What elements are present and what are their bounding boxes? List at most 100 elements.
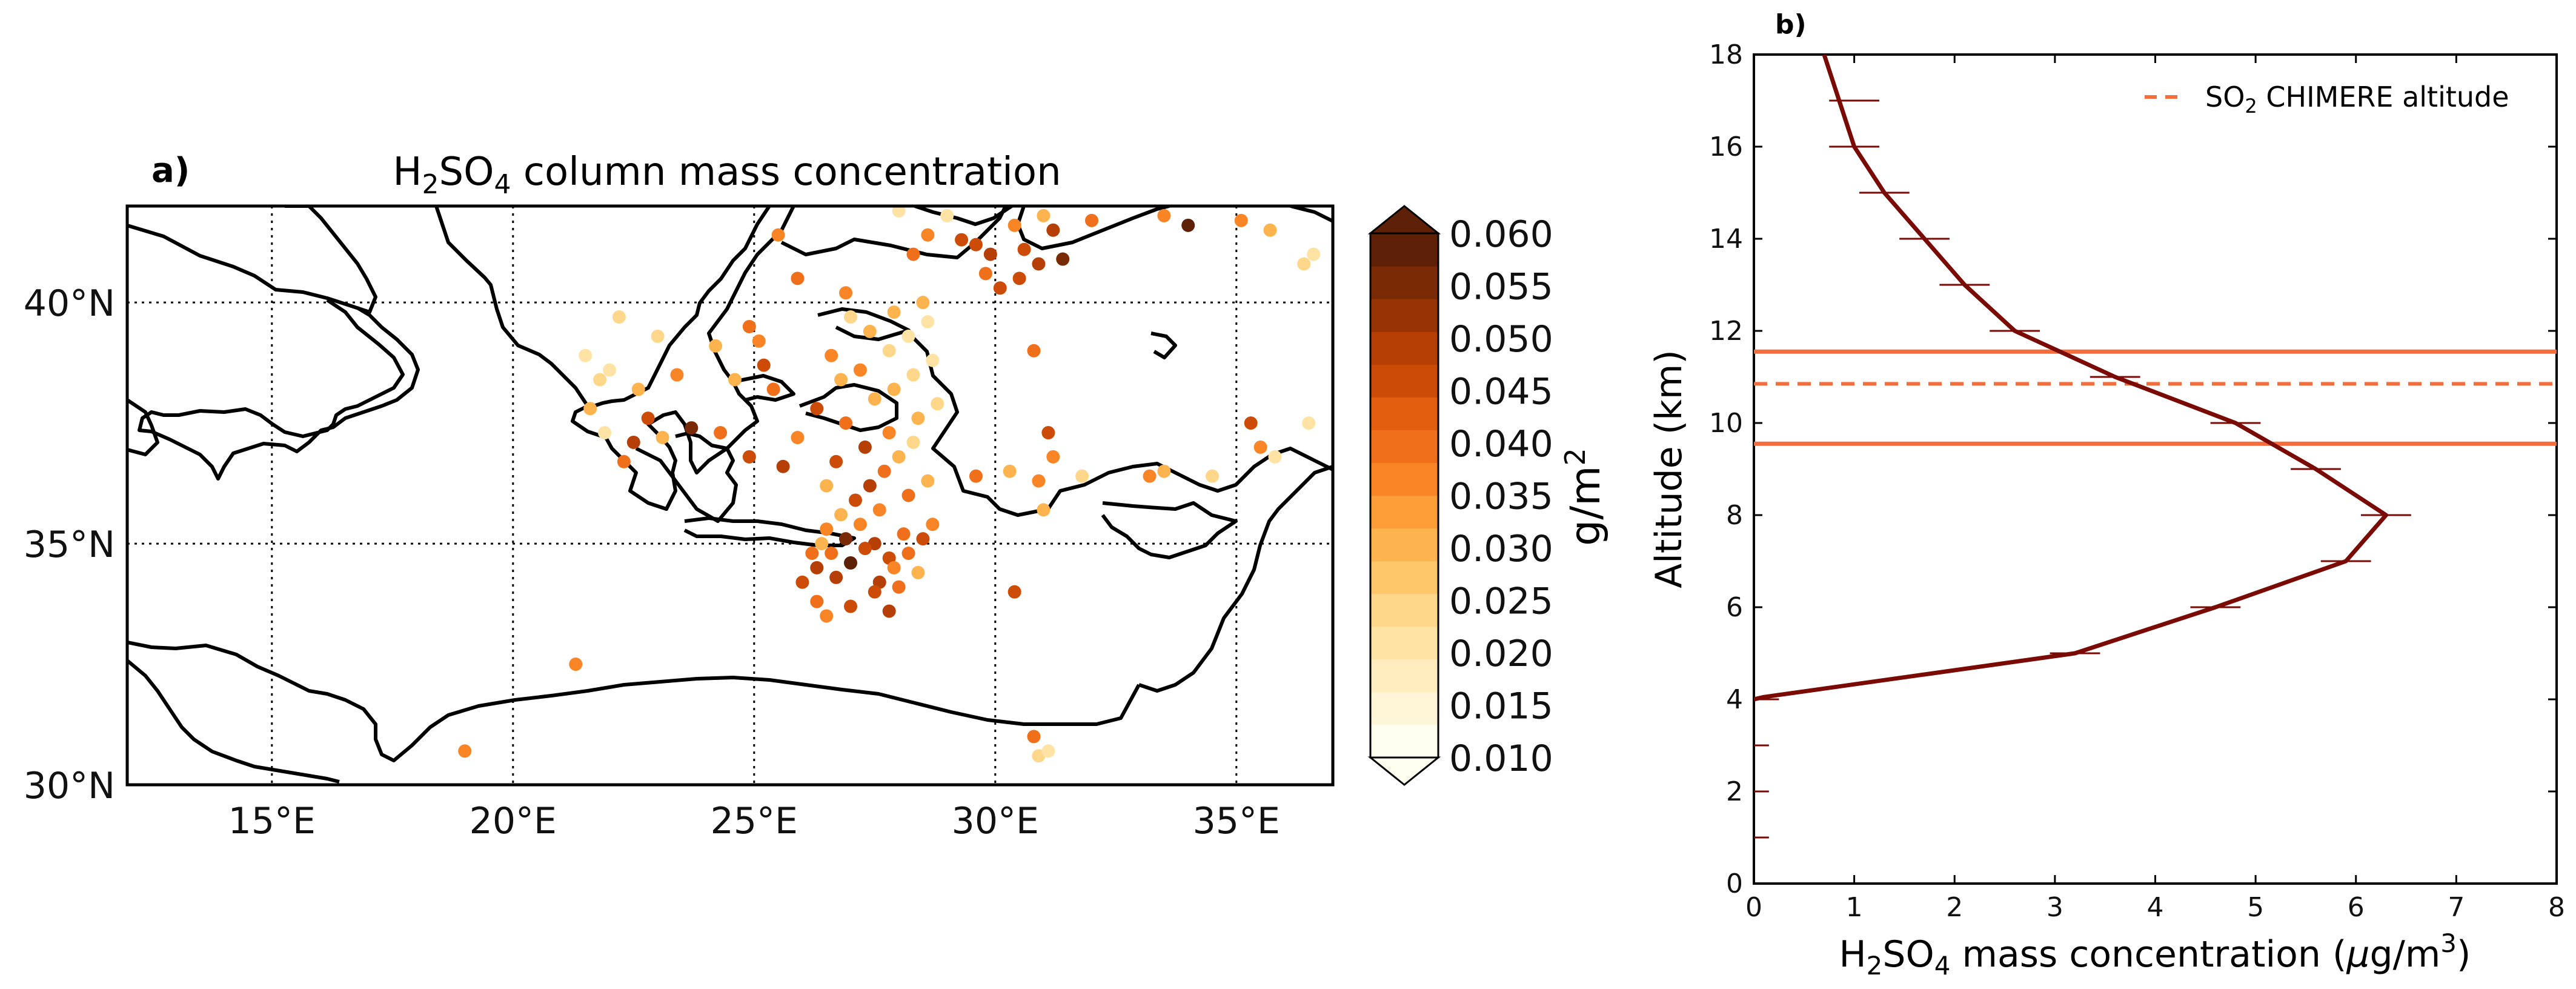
- scatter-point: [810, 561, 824, 574]
- profile-x-tick-label: 2: [1946, 892, 1963, 923]
- scatter-point: [955, 233, 969, 247]
- coastline-balkans: [571, 206, 795, 511]
- scatter-point: [1027, 344, 1041, 358]
- profile-y-tick-label: 6: [1726, 592, 1743, 623]
- map-x-tick-label: 15°E: [228, 800, 316, 842]
- colorbar-band: [1370, 233, 1438, 267]
- colorbar-band: [1370, 691, 1438, 725]
- colorbar-band: [1370, 266, 1438, 299]
- scatter-point: [1085, 213, 1098, 227]
- colorbar-band: [1370, 495, 1438, 529]
- scatter-point: [742, 319, 756, 333]
- scatter-point: [1003, 464, 1017, 478]
- coastlines: [127, 206, 1333, 784]
- profile-x-axis-label: H2SO4 mass concentration (μg/m3): [1839, 928, 2471, 981]
- scatter-point: [858, 440, 872, 454]
- colorbar-band: [1370, 593, 1438, 627]
- scatter-point: [882, 344, 896, 358]
- so2-altitude-lines: [1754, 349, 2557, 446]
- scatter-point: [791, 431, 805, 444]
- scatter-point: [1041, 426, 1055, 440]
- scatter-point: [926, 518, 940, 531]
- colorbar-extend-max: [1367, 205, 1441, 235]
- colorbar-tick-label: 0.060: [1449, 213, 1553, 256]
- scatter-point: [1032, 257, 1046, 271]
- scatter-point: [969, 469, 983, 483]
- colorbar-band: [1370, 364, 1438, 398]
- scatter-point: [795, 575, 809, 589]
- scatter-point: [978, 267, 992, 281]
- scatter-point: [815, 537, 829, 551]
- scatter-point: [810, 402, 824, 416]
- scatter-point: [921, 228, 935, 242]
- scatter-point: [839, 286, 853, 300]
- scatter-point: [969, 238, 983, 251]
- map-x-ticks: 15°E 20°E 25°E 30°E 35°E: [228, 800, 1280, 842]
- scatter-point: [1307, 247, 1321, 261]
- profile-x-tick-label: 4: [2147, 892, 2164, 923]
- profile-y-tick-label: 18: [1709, 39, 1743, 70]
- scatter-point: [921, 474, 935, 488]
- colorbar-frame: [1369, 232, 1439, 759]
- scatter-point: [810, 594, 824, 608]
- coastline-evia: [732, 374, 795, 402]
- colorbar-label: g/m2: [1559, 448, 1610, 546]
- scatter-point: [906, 247, 920, 261]
- scatter-point: [1032, 474, 1046, 488]
- scatter-point: [805, 547, 819, 560]
- profile-x-tick-label: 1: [1846, 892, 1863, 923]
- scatter-point: [1027, 730, 1041, 744]
- scatter-point: [872, 503, 886, 517]
- colorbar-band: [1370, 561, 1438, 594]
- colorbar-tick-label: 0.050: [1449, 318, 1553, 361]
- scatter-point: [685, 421, 699, 435]
- coastline-sicily: [127, 398, 159, 456]
- scatter-point: [1181, 218, 1195, 232]
- colorbar-tick-label: 0.045: [1449, 371, 1553, 413]
- coastline-levant: [1138, 465, 1333, 693]
- scatter-point: [825, 348, 838, 362]
- map-area: [127, 206, 1333, 785]
- profile-x-tick-label: 7: [2448, 892, 2465, 923]
- coastline-lake: [1150, 331, 1177, 359]
- profile-x-tick-label: 0: [1745, 892, 1762, 923]
- scatter-point: [882, 426, 896, 440]
- scatter-point: [1012, 271, 1026, 285]
- colorbar-bands: [1367, 205, 1441, 786]
- scatter-point: [1017, 242, 1031, 256]
- map-x-tick-label: 25°E: [711, 800, 798, 842]
- scatter-point: [617, 455, 631, 468]
- scatter-point: [940, 208, 954, 222]
- scatter-point: [829, 570, 843, 584]
- colorbar-tick-label: 0.020: [1449, 633, 1553, 675]
- scatter-point: [844, 556, 857, 570]
- scatter-point: [458, 744, 472, 758]
- scatter-point: [825, 547, 838, 560]
- scatter-point: [1037, 208, 1051, 222]
- scatter-point: [593, 373, 607, 387]
- scatter-point: [1234, 213, 1248, 227]
- scatter-point: [844, 310, 857, 324]
- scatter-point: [926, 353, 940, 367]
- colorbar-tick-label: 0.025: [1449, 581, 1553, 623]
- scatter-point: [921, 315, 935, 328]
- panel-a-label: a): [151, 151, 190, 190]
- scatter-point: [863, 324, 877, 338]
- colorbar-tick-label: 0.040: [1449, 423, 1553, 465]
- colorbar-band: [1370, 659, 1438, 693]
- scatter-point: [709, 339, 723, 353]
- profile-y-tick-label: 16: [1709, 132, 1743, 162]
- colorbar-tick-labels: 0.010 0.015 0.020 0.025 0.030 0.035 0.040 0.045…: [1449, 213, 1553, 780]
- scatter-point: [911, 565, 925, 579]
- scatter-point: [791, 271, 805, 285]
- scatter-point: [631, 382, 645, 396]
- profile-x-ticks: 0 1 2 3 4 5 6 7 8: [1745, 55, 2565, 923]
- scatter-point: [714, 426, 728, 440]
- scatter-point: [1037, 503, 1051, 517]
- scatter-point: [742, 450, 756, 464]
- scatter-point: [1056, 252, 1070, 266]
- map-title: H2SO4 column mass concentration: [393, 150, 1061, 200]
- colorbar-band: [1370, 724, 1438, 758]
- scatter-point: [1297, 257, 1311, 271]
